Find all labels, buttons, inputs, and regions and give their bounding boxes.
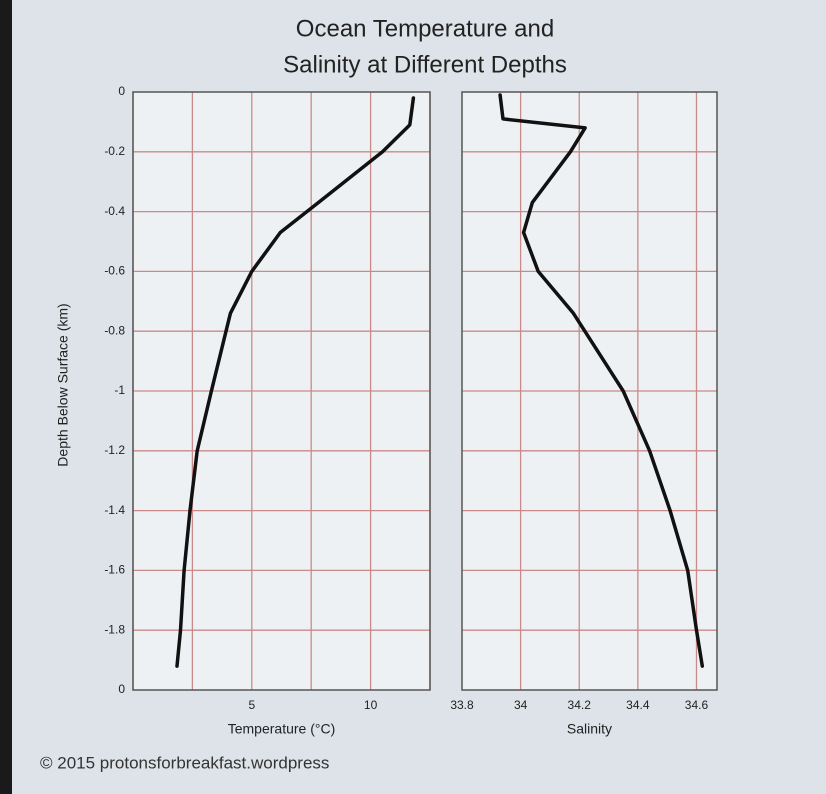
y-tick-label: -1.2: [104, 443, 125, 457]
y-tick-label: -1.4: [104, 503, 125, 517]
credit: © 2015 protonsforbreakfast.wordpress: [40, 753, 329, 772]
y-tick-label: 0: [118, 84, 125, 98]
x-tick-label: 5: [248, 698, 255, 712]
y-tick-label: -1.6: [104, 563, 125, 577]
plot-frame: [132, 91, 431, 691]
data-line: [175, 96, 416, 668]
plot-frame: [461, 91, 718, 691]
data-line: [498, 93, 705, 668]
chart-title: Ocean Temperature and: [296, 15, 554, 42]
y-tick-label: -0.2: [104, 144, 125, 158]
y-tick-label: -0.6: [104, 264, 125, 278]
chart-title: Salinity at Different Depths: [283, 51, 567, 78]
x-tick-label: 34.6: [685, 698, 709, 712]
x-axis-label: Temperature (°C): [228, 721, 336, 737]
x-axis-label: Salinity: [567, 721, 612, 737]
x-tick-label: 34.4: [626, 698, 650, 712]
y-tick-label: -1: [114, 383, 125, 397]
y-tick-label: -0.8: [104, 323, 125, 337]
y-tick-label: 0: [118, 682, 125, 696]
x-tick-label: 34: [514, 698, 528, 712]
x-tick-label: 34.2: [568, 698, 592, 712]
x-tick-label: 33.8: [450, 698, 474, 712]
y-axis-label: Depth Below Surface (km): [55, 303, 71, 466]
y-tick-label: -0.4: [104, 204, 125, 218]
y-tick-label: -1.8: [104, 622, 125, 636]
x-tick-label: 10: [364, 698, 378, 712]
